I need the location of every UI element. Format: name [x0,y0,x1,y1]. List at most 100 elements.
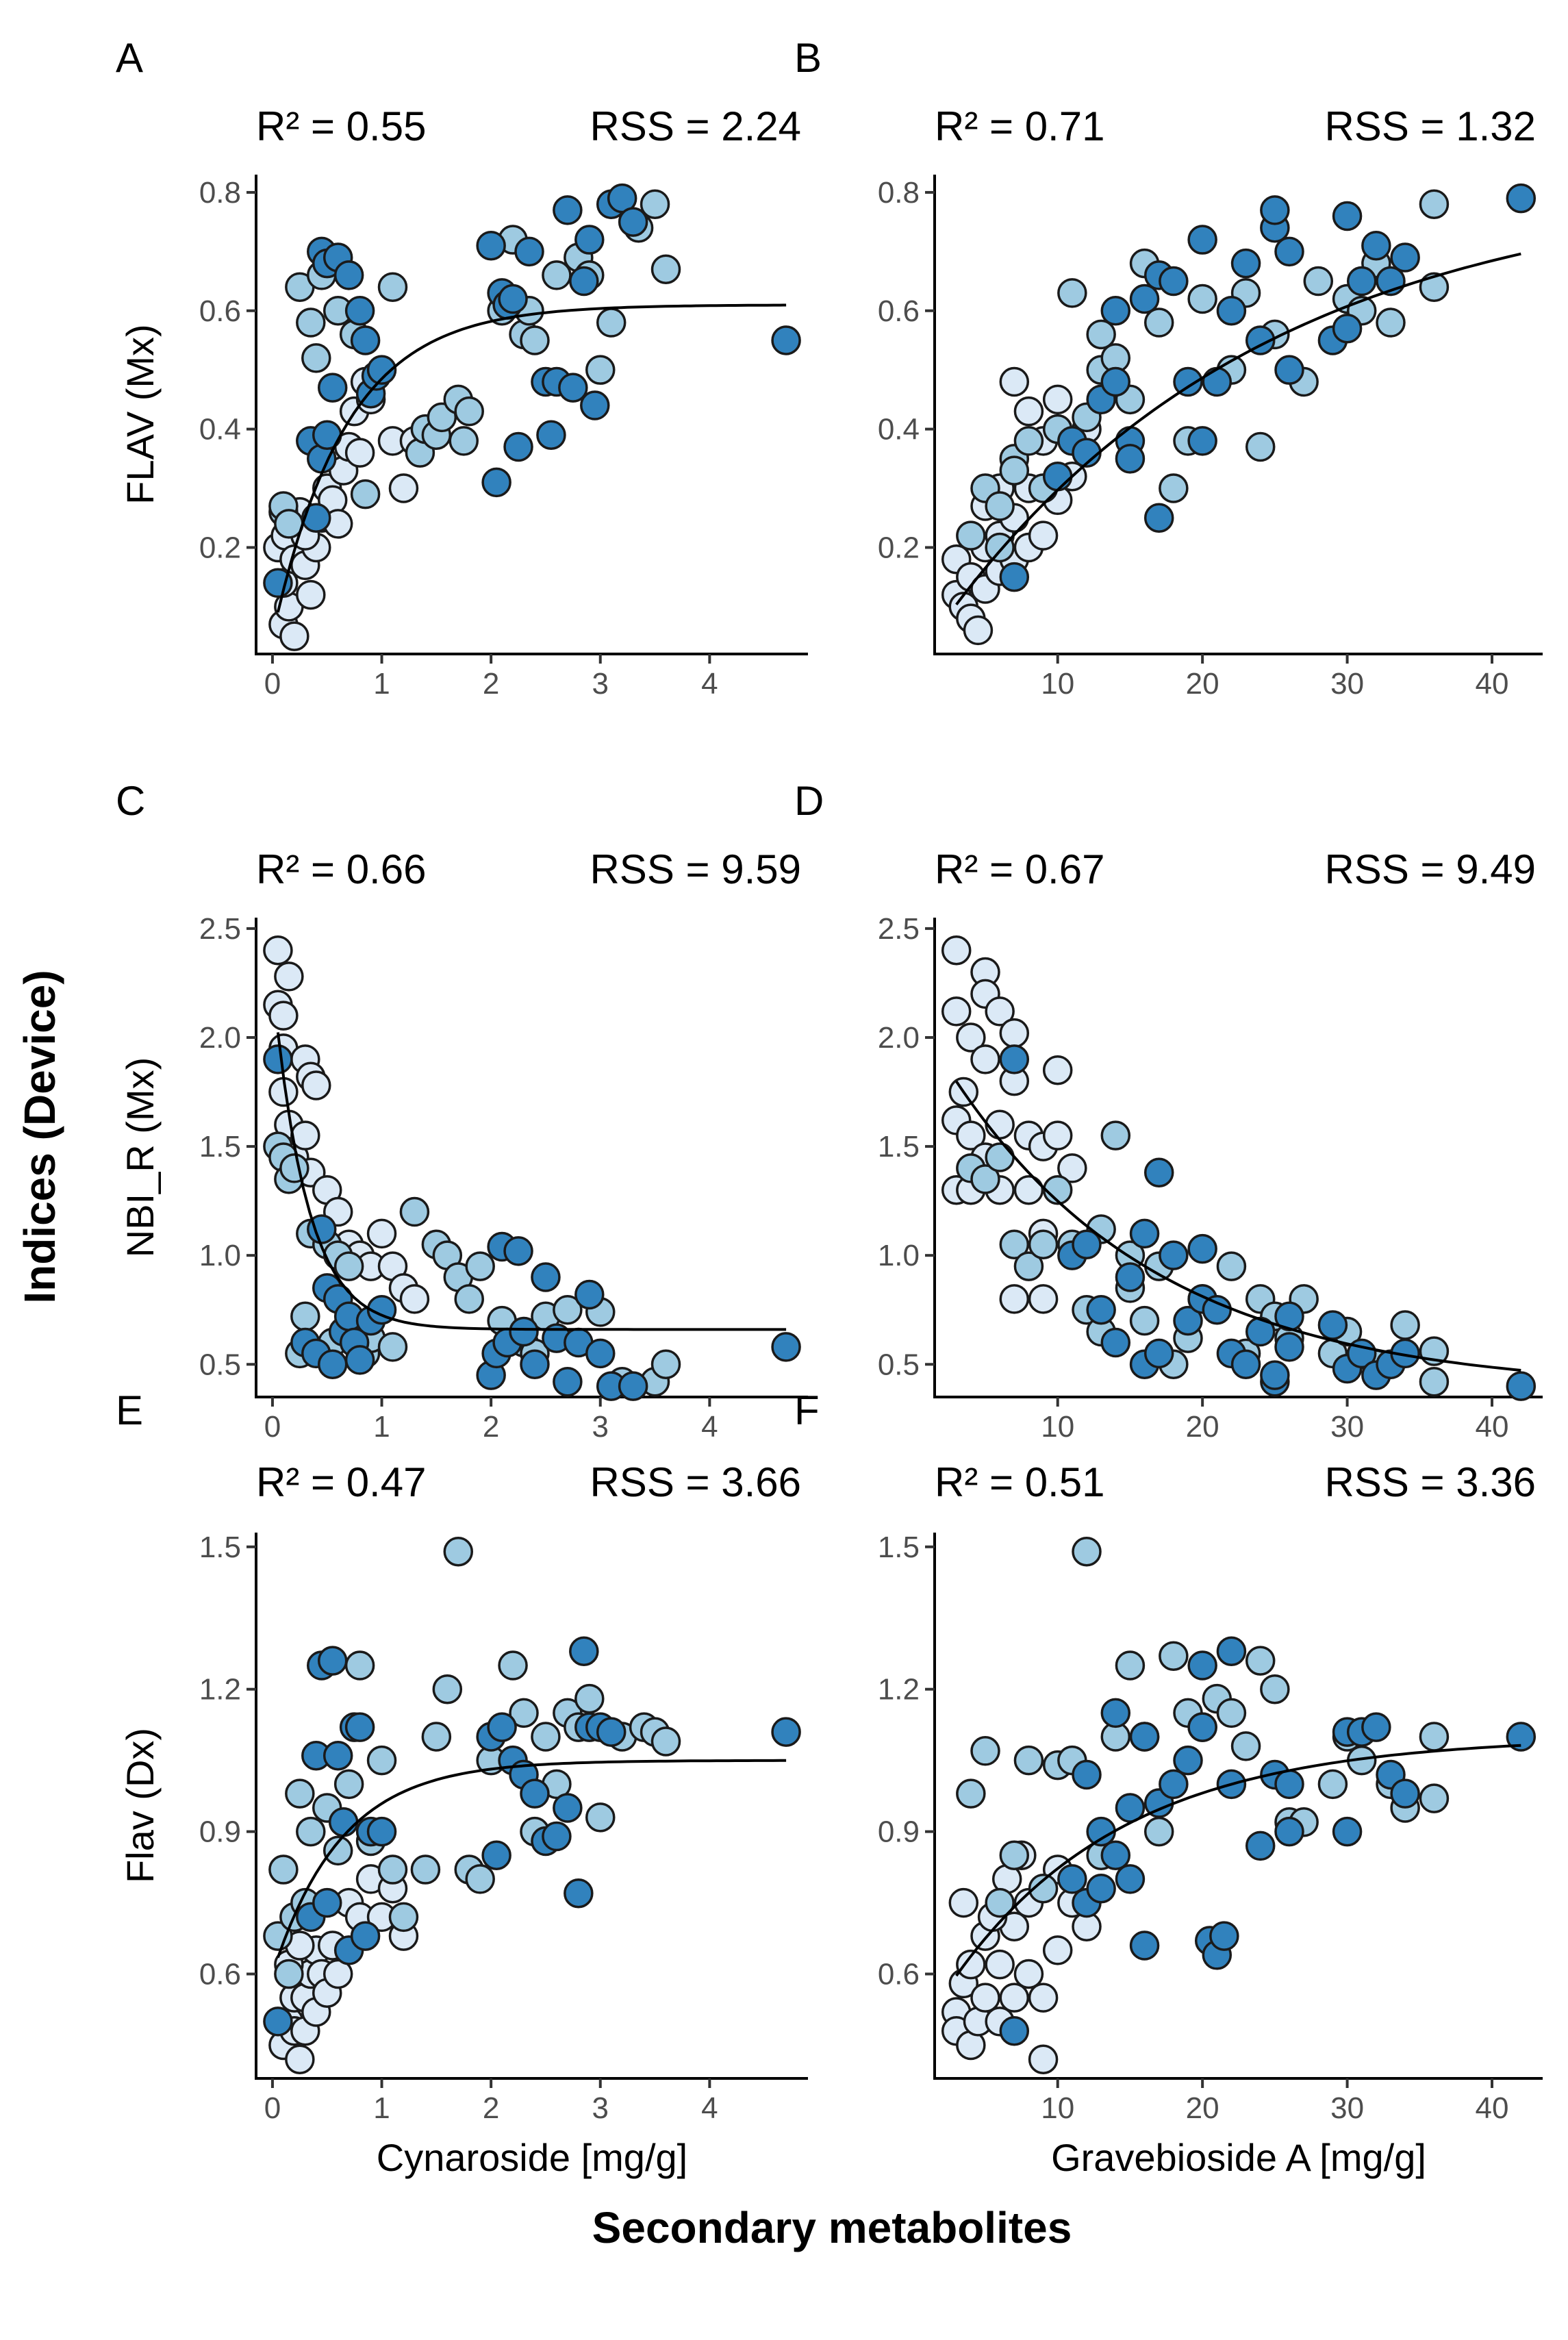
data-point-b [1129,284,1160,314]
data-point-d [985,1142,1015,1172]
x-tick-label-d: 10 [1041,1410,1074,1444]
y-tick-label-f: 0.6 [878,1958,920,1991]
data-point-d [1216,1251,1247,1281]
data-point-b [1303,266,1334,297]
data-point-f [1260,1674,1290,1704]
data-point-d [985,996,1015,1027]
data-point-d [1042,1055,1073,1085]
x-axis-label-e: Cynaroside [mg/g] [377,2136,687,2179]
r2-annotation-a: R² = 0.55 [256,103,426,149]
data-point-c [585,1338,616,1369]
data-point-e [350,1921,381,1951]
y-tick-label-e: 0.9 [199,1815,241,1849]
data-point-b [1187,284,1217,314]
x-tick-label-f: 40 [1476,2091,1509,2125]
data-point-d [1274,1332,1304,1362]
data-point-e [377,1854,408,1885]
data-point-d [1100,1120,1131,1150]
data-point-e [263,1921,293,1951]
data-point-b [1187,225,1217,255]
data-point-d [1419,1366,1450,1397]
panel-d: D R² = 0.67 RSS = 9.49 0.5 1.0 1.5 2.0 2.5 10 20 3… [794,778,1543,1444]
data-point-e [531,1722,561,1752]
y-tick-label-a: 0.4 [199,413,241,446]
data-point-a [481,467,511,498]
rss-annotation-a: RSS = 2.24 [590,103,801,149]
data-point-b [1361,230,1391,261]
figure-y-title: Indices (Device) [15,970,64,1303]
data-point-e [274,1959,304,1989]
fit-curve-e [277,1759,787,1959]
data-point-e [481,1840,511,1871]
data-point-d [956,1120,986,1150]
data-point-e [542,1821,572,1852]
data-point-a [569,266,599,297]
data-point-f [1013,1745,1044,1776]
data-point-d [1390,1310,1420,1340]
data-point-a [301,343,331,373]
data-point-f [1028,1983,1059,2013]
data-point-e [328,1807,359,1837]
data-point-d [970,1164,1000,1194]
data-point-a [650,254,681,285]
data-point-e [596,1717,627,1747]
y-tick-label-f: 0.9 [878,1815,920,1849]
panel-label-f: F [794,1387,820,1433]
data-point-e [263,2006,293,2037]
data-point-a [498,284,528,314]
data-point-f [1187,1712,1217,1742]
x-tick-label-a: 0 [264,667,281,701]
data-point-f [1100,1840,1131,1871]
data-point-f [1013,1959,1044,1989]
data-point-f [1419,1783,1450,1813]
data-point-e [487,1712,517,1742]
rss-annotation-d: RSS = 9.49 [1324,846,1536,892]
data-point-b [1506,183,1537,214]
data-point-b [1100,366,1131,397]
x-tick-label-d: 20 [1186,1410,1219,1444]
x-tick-label-f: 20 [1186,2091,1219,2125]
data-point-a [350,479,381,509]
data-point-c [465,1251,495,1281]
data-point-d [999,1229,1030,1260]
data-point-c [531,1262,561,1292]
panel-label-a: A [116,35,143,81]
data-point-a [553,195,583,225]
y-tick-label-c: 2.0 [199,1021,241,1055]
r2-annotation-f: R² = 0.51 [935,1459,1104,1505]
data-point-a [771,325,801,355]
y-tick-label-a: 0.2 [199,531,241,564]
x-tick-label-c: 1 [373,1410,390,1444]
data-point-f [999,2015,1030,2046]
data-point-c [344,1345,375,1375]
x-tick-label-a: 3 [592,667,609,701]
data-point-a [279,621,309,651]
data-point-d [1506,1371,1537,1401]
data-point-b [1042,384,1073,415]
data-point-d [1317,1310,1348,1340]
data-point-a [317,373,348,403]
data-point-a [344,438,375,468]
data-point-e [317,1646,348,1676]
data-point-e [771,1717,801,1747]
x-tick-label-f: 30 [1330,2091,1364,2125]
data-point-d [1245,1316,1276,1347]
data-point-a [536,420,566,450]
data-point-d [1187,1233,1217,1264]
data-point-f [1274,1816,1304,1847]
data-point-f [1042,1935,1073,1965]
data-point-b [1028,520,1059,551]
data-point-e [344,1712,375,1742]
data-point-b [1245,325,1276,355]
data-point-a [301,503,331,533]
data-point-a [344,296,375,326]
y-tick-label-a: 0.6 [199,294,241,328]
data-point-f [1209,1921,1239,1951]
data-point-e [553,1793,583,1823]
r2-annotation-d: R² = 0.67 [935,846,1104,892]
data-point-d [1028,1229,1059,1260]
data-point-b [1332,201,1363,231]
x-tick-label-b: 40 [1476,667,1509,701]
data-point-e [564,1878,594,1909]
